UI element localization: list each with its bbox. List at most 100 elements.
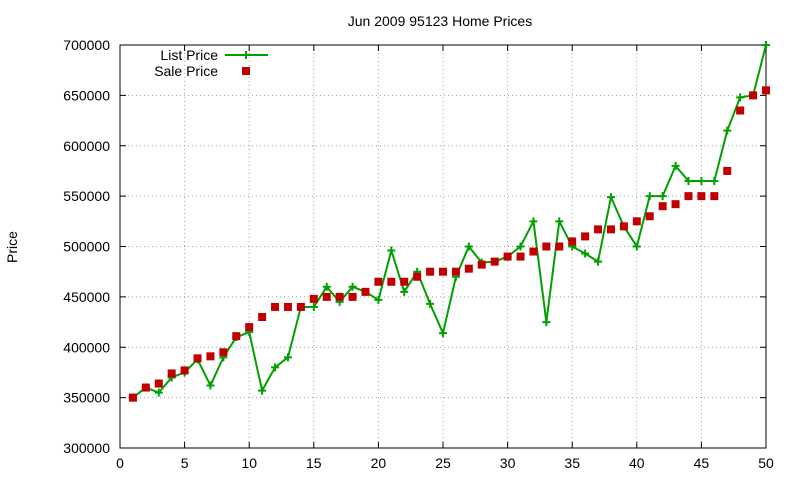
y-tick-label: 450000 — [63, 289, 110, 305]
series-line-list-price — [132, 44, 767, 399]
sale-price-point — [167, 369, 176, 378]
sale-price-point — [606, 225, 615, 234]
sale-price-point — [710, 192, 719, 201]
list-price-point — [258, 386, 267, 395]
axes: 300000 350000 400000 450000 500000 550000 6000… — [63, 37, 774, 471]
sale-price-point — [736, 106, 745, 115]
sale-price-point — [283, 302, 292, 311]
sale-price-point — [245, 323, 254, 332]
list-price-point — [529, 217, 538, 226]
legend-label-sale-price: Sale Price — [154, 63, 218, 79]
list-price-point — [542, 318, 551, 327]
sale-price-point — [271, 302, 280, 311]
sale-price-point — [477, 260, 486, 269]
sale-price-point — [322, 292, 331, 301]
sale-price-point — [464, 264, 473, 273]
sale-price-point — [503, 252, 512, 261]
y-tick-label: 550000 — [63, 188, 110, 204]
list-price-point — [374, 295, 383, 304]
sale-price-point — [413, 272, 422, 281]
list-price-point — [309, 302, 318, 311]
list-price-point — [348, 282, 357, 291]
x-tick-label: 45 — [694, 455, 710, 471]
sale-price-point — [309, 294, 318, 303]
list-price-point — [606, 193, 615, 202]
sale-price-point — [555, 242, 564, 251]
list-price-point — [645, 192, 654, 201]
sale-price-point — [180, 366, 189, 375]
sale-price-point — [426, 267, 435, 276]
sale-price-point — [619, 222, 628, 231]
sale-price-point — [671, 200, 680, 209]
list-price-point — [439, 329, 447, 338]
sale-price-point — [645, 212, 654, 221]
list-price-point — [555, 217, 564, 226]
list-price-point — [400, 287, 409, 296]
sale-price-point — [348, 292, 357, 301]
sale-price-point — [374, 277, 383, 286]
x-tick-label: 15 — [306, 455, 322, 471]
legend: List Price Sale Price — [154, 47, 268, 79]
x-tick-label: 0 — [116, 455, 124, 471]
sale-price-point — [529, 247, 538, 256]
sale-price-point — [193, 354, 202, 363]
sale-price-point — [387, 277, 396, 286]
y-tick-label: 700000 — [63, 37, 110, 53]
list-price-point — [671, 161, 680, 170]
sale-price-point — [723, 166, 732, 175]
list-price-point — [322, 282, 331, 291]
y-tick-label: 300000 — [63, 440, 110, 456]
grid — [120, 45, 766, 448]
list-price-point — [206, 381, 215, 390]
list-price-point — [723, 126, 732, 135]
list-price-point — [658, 192, 667, 201]
list-price-point — [632, 242, 641, 251]
sale-price-point — [361, 287, 370, 296]
sale-price-point — [439, 267, 447, 276]
x-tick-label: 20 — [371, 455, 387, 471]
sale-price-point — [258, 313, 267, 322]
list-price-point — [154, 388, 163, 397]
sale-price-point — [581, 232, 590, 241]
sale-price-point — [154, 379, 163, 388]
y-tick-label: 650000 — [63, 87, 110, 103]
sale-price-point — [232, 332, 241, 341]
sale-price-point — [206, 352, 215, 361]
list-price-point — [736, 93, 745, 102]
sale-price-point — [658, 202, 667, 211]
y-axis-title: Price — [4, 231, 20, 263]
x-tick-label: 10 — [241, 455, 257, 471]
sale-price-point — [490, 257, 499, 266]
sale-price-point — [568, 237, 577, 246]
y-tick-label: 500000 — [63, 239, 110, 255]
list-price-point — [684, 177, 693, 186]
list-price-point — [697, 177, 706, 186]
sale-price-point — [128, 393, 137, 402]
sale-price-point — [296, 302, 305, 311]
list-price-point — [594, 257, 603, 266]
sale-price-point — [762, 86, 770, 95]
sale-price-point — [451, 267, 460, 276]
sale-price-point — [516, 252, 525, 261]
sale-price-point — [684, 192, 693, 201]
list-price-point — [516, 242, 525, 251]
legend-label-list-price: List Price — [160, 47, 218, 63]
list-price-point — [581, 249, 590, 258]
sale-price-point — [219, 348, 228, 357]
x-tick-label: 50 — [758, 455, 774, 471]
list-price-point — [464, 242, 473, 251]
list-price-point — [710, 177, 719, 186]
sale-price-point — [632, 217, 641, 226]
sale-price-point — [400, 277, 409, 286]
sale-price-point — [749, 91, 758, 100]
sale-price-point — [141, 383, 150, 392]
sale-price-point — [542, 242, 551, 251]
y-tick-label: 350000 — [63, 390, 110, 406]
list-price-point — [283, 353, 292, 362]
x-tick-label: 25 — [435, 455, 451, 471]
chart-title: Jun 2009 95123 Home Prices — [348, 13, 532, 29]
x-tick-label: 35 — [564, 455, 580, 471]
sale-price-point — [594, 225, 603, 234]
x-tick-label: 5 — [181, 455, 189, 471]
